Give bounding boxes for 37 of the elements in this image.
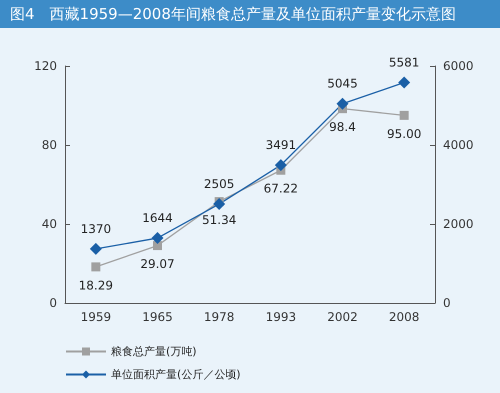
y2-tick-label: 2000 [443, 217, 474, 231]
point [152, 232, 164, 244]
y2-tick-label: 0 [443, 296, 451, 310]
x-tick-label: 1959 [80, 310, 112, 324]
data-label: 1370 [80, 222, 112, 236]
point [91, 262, 100, 272]
x-tick-label: 1978 [204, 310, 234, 324]
data-label: 67.22 [264, 182, 298, 196]
data-label: 5045 [327, 76, 358, 91]
data-label: 98.4 [329, 120, 356, 134]
data-label: 29.07 [140, 257, 175, 272]
legend-label: 粮食总产量(万吨) [111, 345, 197, 358]
x-tick-label: 2002 [327, 310, 358, 324]
y-tick-label: 0 [49, 296, 57, 310]
y-tick-label: 80 [42, 138, 57, 152]
y2-tick-label: 6000 [443, 59, 474, 73]
point [400, 110, 409, 120]
data-label: 5581 [388, 56, 420, 70]
data-label: 2505 [204, 177, 234, 192]
x-tick-label: 2008 [388, 310, 420, 324]
data-label: 18.29 [78, 278, 114, 292]
chart-title: 图4 西藏1959—2008年间粮食总产量及单位面积产量变化示意图 [0, 0, 500, 28]
data-label: 1644 [142, 211, 173, 226]
point [336, 98, 348, 110]
data-label: 51.34 [202, 213, 236, 228]
point [213, 198, 226, 210]
point [398, 76, 410, 89]
x-tick-label: 1965 [142, 310, 173, 324]
data-label: 3491 [266, 138, 296, 152]
legend-label: 单位面积产量(公斤／公顷) [111, 368, 241, 381]
data-label: 95.00 [386, 126, 422, 141]
y-tick-label: 120 [34, 59, 57, 73]
y-tick-label: 40 [42, 217, 57, 231]
point [274, 159, 287, 172]
y2-tick-label: 4000 [443, 138, 474, 152]
x-tick-label: 1993 [266, 310, 296, 324]
point [90, 242, 102, 255]
